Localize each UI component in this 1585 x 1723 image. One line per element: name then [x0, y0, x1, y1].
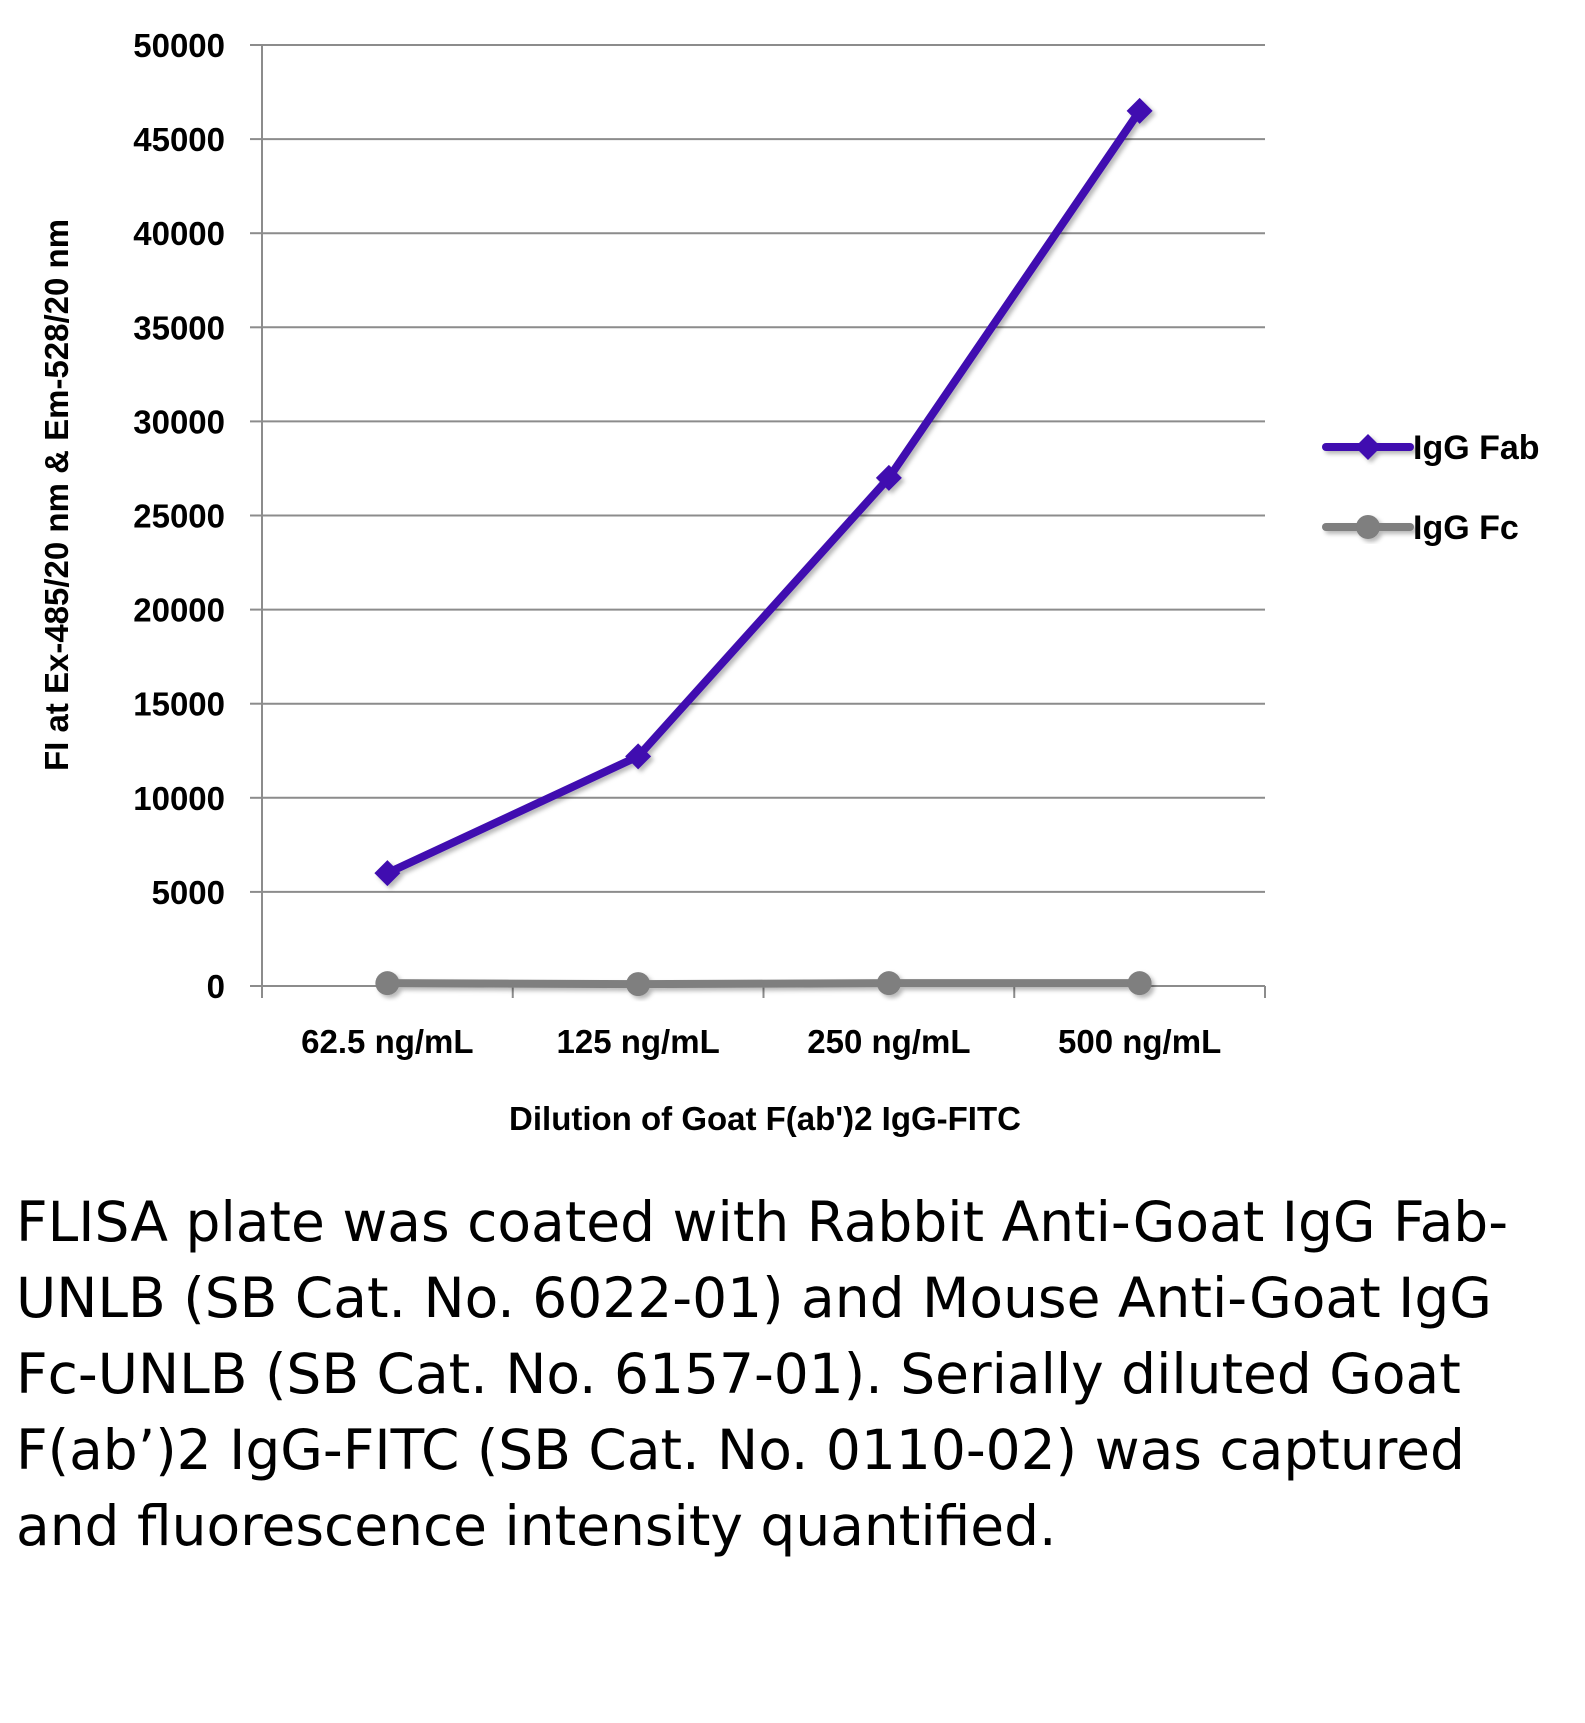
- figure-caption: FLISA plate was coated with Rabbit Anti-…: [16, 1190, 1509, 1558]
- series-line: [383, 979, 1144, 989]
- y-tick-label: 40000: [133, 215, 225, 252]
- x-tick-label: 250 ng/mL: [807, 1023, 970, 1060]
- legend-entry: [1322, 515, 1414, 539]
- y-axis-title: FI at Ex-485/20 nm & Em-528/20 nm: [38, 219, 75, 771]
- y-tick-label: 20000: [133, 592, 225, 629]
- legend-marker: [1356, 515, 1380, 539]
- series-line: [383, 106, 1144, 878]
- legend: IgG Fab IgG Fc: [1322, 429, 1540, 547]
- series-igg-fab: [374, 97, 1153, 887]
- data-point: [625, 743, 652, 770]
- y-tick-label: 50000: [133, 27, 225, 64]
- gridlines: [262, 44, 1265, 893]
- x-tick-label: 125 ng/mL: [557, 1023, 720, 1060]
- line-chart: 0 5000 10000 15000 20000 25000 30000 35000 40000…: [38, 27, 1540, 1137]
- data-point: [1127, 971, 1152, 996]
- y-tick-label: 45000: [133, 121, 225, 158]
- legend-entry: [1322, 434, 1414, 460]
- data-point: [1126, 97, 1153, 124]
- series-igg-fc: [375, 971, 1152, 997]
- y-tick-label: 15000: [133, 686, 225, 723]
- legend-label: IgG Fc: [1413, 509, 1519, 547]
- x-tick-label: 62.5 ng/mL: [301, 1023, 473, 1060]
- legend-label: IgG Fab: [1413, 429, 1540, 467]
- data-point: [374, 860, 401, 887]
- x-axis-title: Dilution of Goat F(ab')2 IgG-FITC: [509, 1100, 1021, 1137]
- data-point: [375, 971, 400, 996]
- data-point: [626, 972, 651, 997]
- y-tick-label: 30000: [133, 403, 225, 440]
- chart-canvas: 0 5000 10000 15000 20000 25000 30000 35000 40000…: [38, 27, 1540, 1137]
- series-lines: [374, 97, 1153, 997]
- axes: [250, 44, 1266, 998]
- y-tick-label: 0: [207, 968, 225, 1005]
- data-point: [875, 464, 902, 491]
- x-axis-tick-labels: 62.5 ng/mL 125 ng/mL 250 ng/mL 500 ng/mL: [301, 1023, 1221, 1060]
- x-tick-label: 500 ng/mL: [1058, 1023, 1221, 1060]
- y-tick-label: 25000: [133, 498, 225, 535]
- data-point: [876, 971, 901, 996]
- legend-marker: [1355, 434, 1381, 460]
- y-tick-label: 10000: [133, 780, 225, 817]
- y-tick-label: 35000: [133, 309, 225, 346]
- y-axis-tick-labels: 0 5000 10000 15000 20000 25000 30000 35000 40000…: [133, 27, 225, 1005]
- y-tick-label: 5000: [152, 874, 225, 911]
